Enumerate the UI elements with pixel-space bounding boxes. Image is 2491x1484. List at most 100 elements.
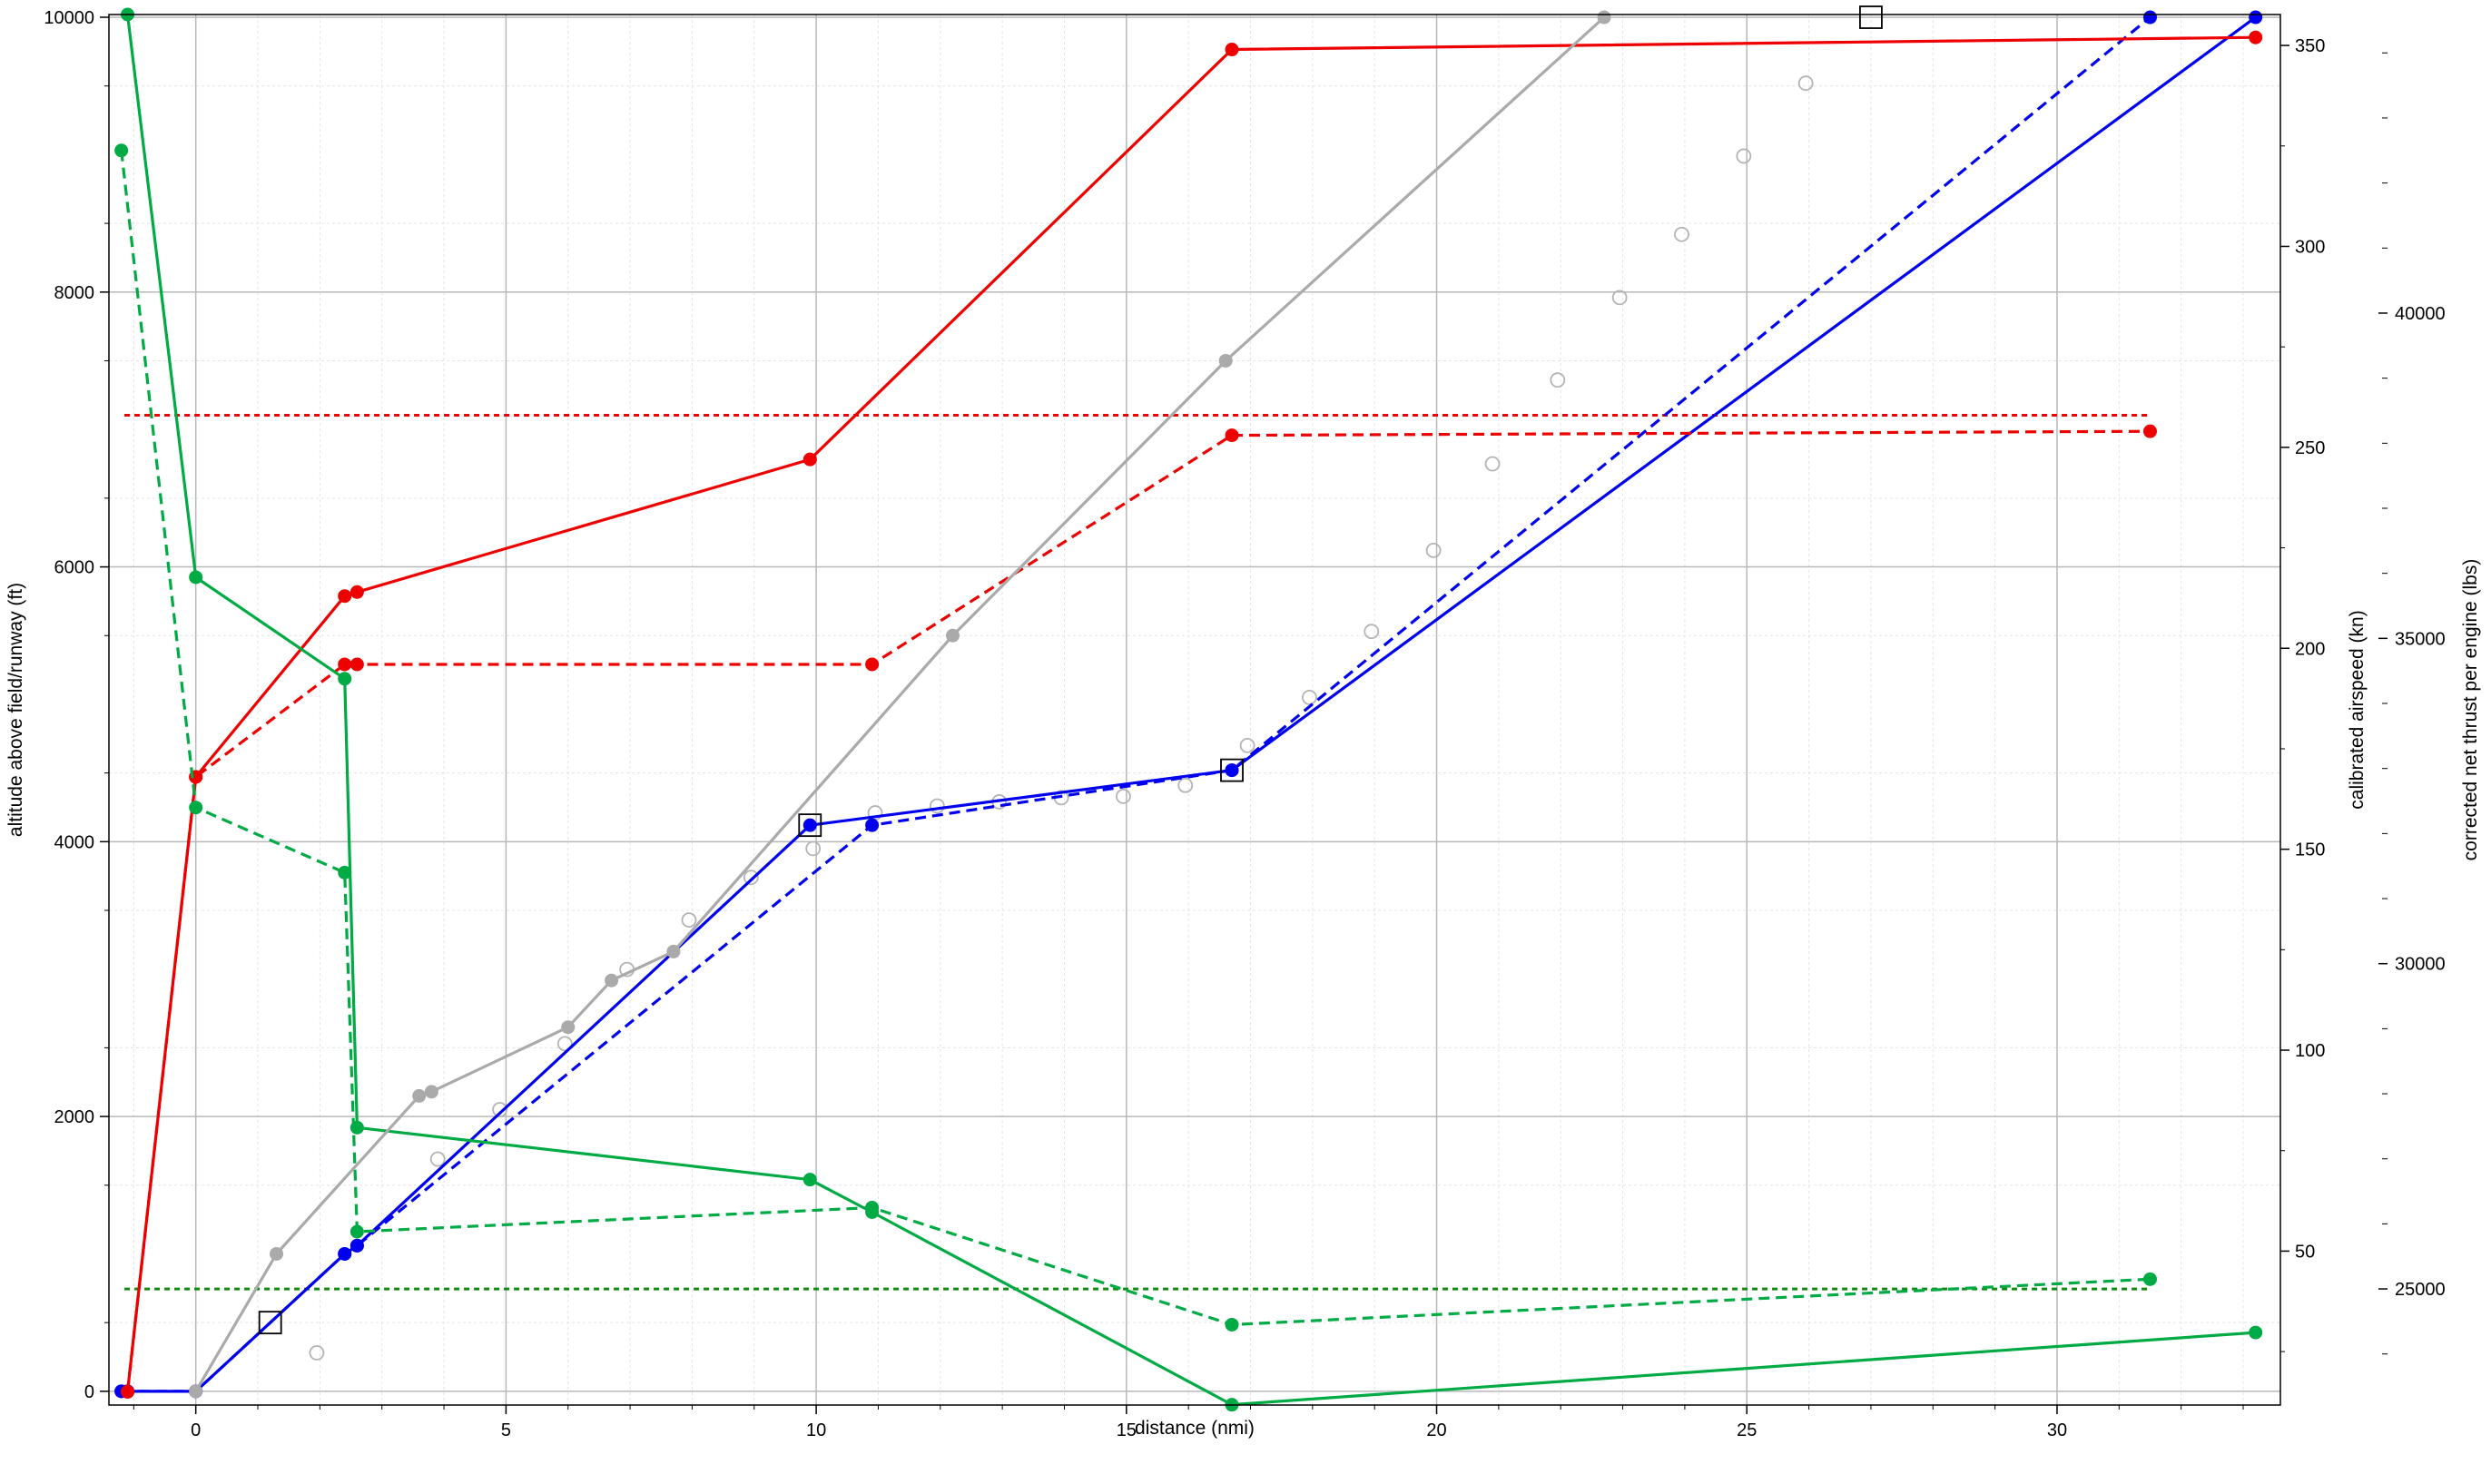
series-point — [338, 657, 352, 672]
series-point — [1225, 763, 1239, 778]
reference-points — [309, 75, 1814, 1361]
y-left-tick-label: 2000 — [54, 1107, 95, 1127]
plot-frame — [108, 14, 2281, 1406]
series-point — [1225, 428, 1239, 443]
x-tick-label: 5 — [501, 1420, 511, 1440]
y-right-thrust-tick-label: 35000 — [2395, 629, 2446, 649]
reference-point — [1302, 689, 1317, 705]
x-tick-label: 15 — [1117, 1420, 1137, 1440]
reference-point — [1736, 148, 1752, 164]
series-point — [865, 1200, 880, 1214]
series-point — [865, 657, 880, 672]
series-point — [189, 1384, 203, 1399]
reference-point — [1177, 777, 1194, 793]
series-point — [802, 452, 817, 467]
reference-point — [1484, 456, 1501, 472]
reference-point — [743, 870, 759, 886]
reference-point — [1425, 542, 1442, 558]
series-point — [424, 1085, 438, 1099]
y-right-thrust-tick-label: 30000 — [2395, 955, 2446, 975]
series-point — [1225, 1317, 1239, 1332]
y-left-axis-title: altitude above field/runway (ft) — [5, 583, 26, 837]
y-right-airspeed-tick-label: 200 — [2295, 639, 2325, 659]
y-left-tick-label: 0 — [84, 1382, 94, 1402]
series-point — [2249, 1325, 2263, 1340]
y-right-airspeed-tick-label: 50 — [2295, 1242, 2315, 1262]
y-right-thrust-axis-title: corrected net thrust per engine (lbs) — [2460, 559, 2481, 861]
series-point — [189, 801, 203, 815]
series-point — [865, 818, 880, 832]
series-point — [338, 672, 352, 686]
reference-point — [492, 1102, 507, 1117]
series-point — [802, 1173, 817, 1187]
series-point — [802, 818, 817, 832]
y-right-airspeed-tick-label: 350 — [2295, 36, 2325, 56]
square-marker — [1859, 5, 1883, 29]
x-tick-label: 10 — [806, 1420, 826, 1440]
grid — [109, 15, 2280, 1405]
series-point — [270, 1246, 284, 1261]
square-marker — [258, 1311, 282, 1335]
x-tick-label: 30 — [2047, 1420, 2067, 1440]
y-right-airspeed-tick-label: 150 — [2295, 840, 2325, 860]
series-point — [338, 589, 352, 604]
y-right-thrust-tick-label: 25000 — [2395, 1280, 2446, 1300]
reference-point — [309, 1345, 325, 1361]
y-left-tick-label: 4000 — [54, 832, 95, 852]
reference-point — [929, 798, 945, 814]
y-left-tick-label: 6000 — [54, 558, 95, 578]
reference-point — [681, 912, 697, 929]
series-point — [350, 585, 364, 599]
series-point — [412, 1088, 427, 1103]
reference-point — [1674, 226, 1689, 242]
y-right-thrust-tick-label: 40000 — [2395, 304, 2446, 324]
reference-point — [805, 840, 822, 857]
series-point — [1597, 10, 1611, 25]
square-marker — [798, 813, 822, 838]
series-point — [350, 1238, 364, 1253]
series-point — [561, 1020, 576, 1035]
series-point — [1218, 353, 1233, 368]
y-right-airspeed-tick-label: 300 — [2295, 237, 2325, 257]
series-point — [1225, 43, 1239, 57]
square-marker — [1220, 758, 1244, 782]
series-point — [666, 944, 681, 958]
series-line — [121, 15, 2151, 1393]
series-point — [338, 1246, 352, 1261]
series-point — [114, 143, 129, 158]
series-point — [945, 628, 960, 643]
series-line — [120, 150, 2151, 1327]
series-point — [2249, 30, 2263, 44]
marker-layer — [258, 5, 1883, 1335]
reference-point — [429, 1151, 446, 1167]
series-point — [338, 865, 352, 880]
series-point — [121, 1384, 135, 1399]
x-tick-label: 25 — [1737, 1420, 1757, 1440]
y-left-tick-label: 10000 — [44, 8, 94, 28]
series-layer — [114, 7, 2263, 1412]
series-point — [605, 973, 619, 988]
series-line — [125, 429, 2151, 1392]
series-point — [350, 1224, 364, 1239]
series-point — [2249, 10, 2263, 25]
series-line — [125, 35, 2256, 1392]
x-tick-label: 0 — [191, 1420, 201, 1440]
reference-point — [1611, 290, 1628, 306]
reference-lines — [124, 413, 2151, 1291]
series-point — [189, 570, 203, 585]
reference-point — [1364, 624, 1380, 640]
x-tick-label: 20 — [1426, 1420, 1446, 1440]
reference-point — [1550, 372, 1566, 388]
y-right-airspeed-axis-title: calibrated airspeed (kn) — [2347, 610, 2368, 809]
series-point — [2142, 424, 2157, 438]
series-point — [2142, 10, 2157, 25]
y-right-airspeed-tick-label: 100 — [2295, 1041, 2325, 1061]
series-point — [2142, 1272, 2157, 1286]
series-point — [350, 657, 364, 672]
reference-point — [1116, 788, 1131, 804]
y-left-tick-label: 8000 — [54, 283, 95, 303]
axes: 0 5 10 15 20 25 300200040006000800010000501001… — [44, 8, 2445, 1440]
series-line — [125, 14, 2256, 1407]
y-right-airspeed-tick-label: 250 — [2295, 438, 2325, 458]
